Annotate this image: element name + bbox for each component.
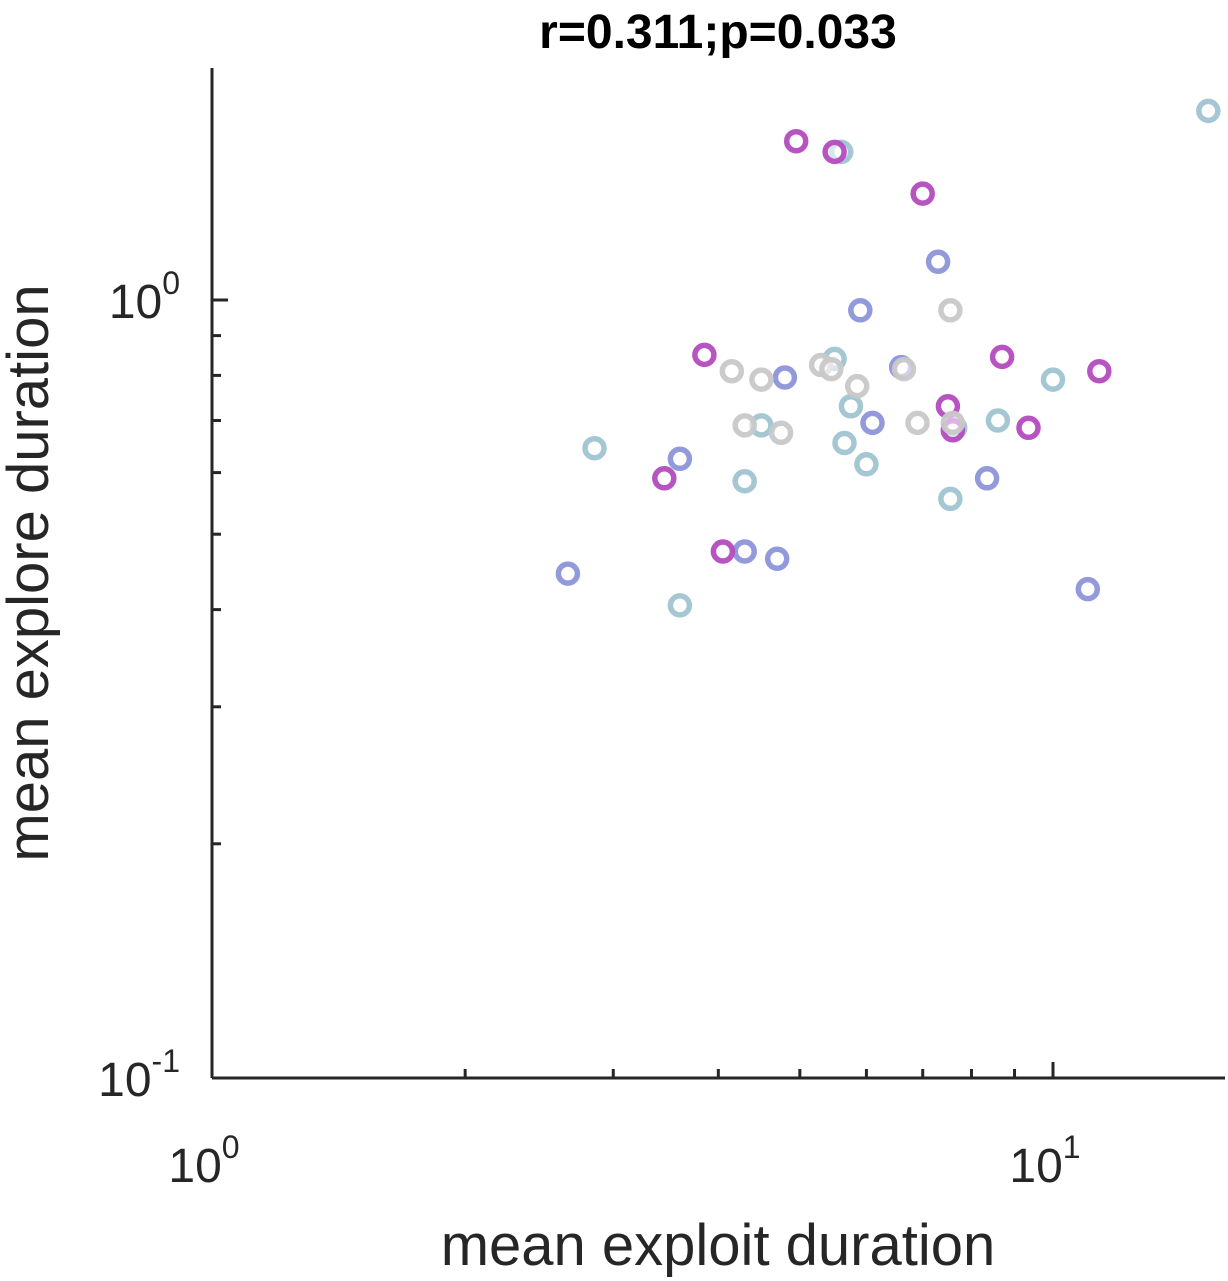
data-point bbox=[710, 539, 736, 564]
series-2 bbox=[652, 128, 1112, 564]
data-point bbox=[832, 430, 857, 456]
data-point bbox=[783, 128, 809, 154]
data-point bbox=[768, 420, 794, 446]
data-point bbox=[844, 373, 870, 399]
data-point bbox=[772, 365, 798, 390]
x-tick-labels: 100 101 bbox=[168, 1129, 1080, 1193]
data-point bbox=[719, 358, 745, 384]
x-tick-label: 101 bbox=[1009, 1129, 1080, 1193]
data-point bbox=[1087, 358, 1112, 384]
data-point bbox=[940, 410, 966, 436]
series-1 bbox=[555, 249, 1101, 602]
data-point bbox=[854, 452, 879, 477]
y-tick-labels: 10-1 100 bbox=[98, 265, 180, 1107]
data-point bbox=[692, 342, 717, 368]
data-point bbox=[749, 367, 774, 392]
data-point bbox=[732, 413, 757, 438]
data-point bbox=[985, 408, 1011, 433]
x-axis-label: mean exploit duration bbox=[441, 1213, 996, 1278]
data-point bbox=[1075, 576, 1101, 602]
y-tick-label: 10-1 bbox=[98, 1043, 180, 1107]
data-point bbox=[891, 356, 917, 382]
data-point bbox=[860, 410, 885, 436]
data-point bbox=[910, 181, 935, 206]
data-points bbox=[555, 98, 1221, 618]
data-point bbox=[848, 298, 873, 323]
data-point bbox=[555, 561, 581, 586]
series-3 bbox=[719, 298, 966, 446]
data-point bbox=[732, 468, 757, 494]
chart-title: r=0.311;p=0.033 bbox=[539, 6, 897, 59]
data-point bbox=[819, 356, 844, 382]
data-point bbox=[938, 486, 963, 512]
data-point bbox=[838, 394, 864, 419]
x-axis-ticks bbox=[210, 1062, 1055, 1078]
data-point bbox=[732, 539, 757, 564]
y-axis-label: mean explore duration bbox=[0, 284, 61, 861]
data-point bbox=[822, 139, 847, 165]
x-tick-label: 100 bbox=[168, 1129, 239, 1193]
y-axis-ticks bbox=[212, 298, 228, 1080]
data-point bbox=[925, 249, 951, 274]
data-point bbox=[989, 344, 1015, 370]
data-point bbox=[667, 593, 693, 618]
data-point bbox=[652, 466, 677, 491]
data-point bbox=[1196, 98, 1221, 124]
y-tick-label: 100 bbox=[109, 265, 180, 329]
data-point bbox=[582, 435, 607, 461]
data-point bbox=[764, 546, 790, 571]
data-point bbox=[667, 446, 693, 472]
data-point bbox=[1016, 415, 1041, 441]
axes: 100 101 10-1 100 bbox=[98, 68, 1225, 1193]
data-point bbox=[938, 298, 963, 323]
data-point bbox=[905, 410, 930, 436]
data-point bbox=[1040, 367, 1066, 392]
data-point bbox=[974, 466, 1000, 491]
